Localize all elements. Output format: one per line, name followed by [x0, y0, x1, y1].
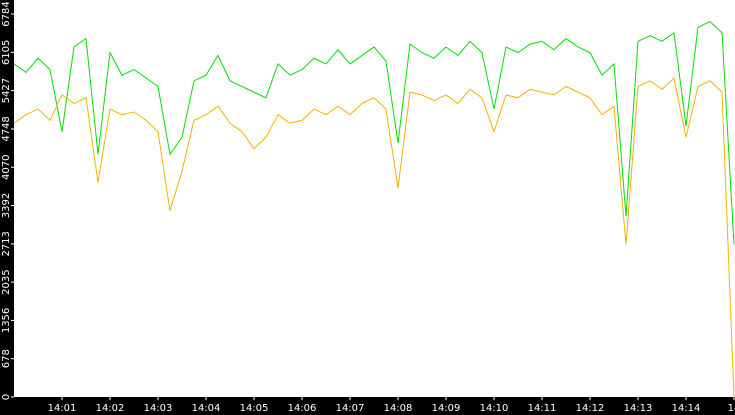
- x-tick-label: 14:05: [240, 403, 269, 414]
- y-tick-label: 5427: [1, 78, 12, 103]
- y-tick-label: 6784: [1, 1, 12, 26]
- x-tick-label: 14:02: [96, 403, 125, 414]
- x-tick-label: 14:03: [144, 403, 173, 414]
- y-tick-label: 4070: [1, 154, 12, 179]
- y-tick-label: 2035: [1, 269, 12, 294]
- x-tick-label: 14: [728, 403, 735, 414]
- series-line: [13, 20, 735, 245]
- x-tick-label: 14:12: [576, 403, 605, 414]
- series-line: [13, 77, 735, 398]
- x-tick-label: 14:11: [528, 403, 557, 414]
- x-axis-strip: [0, 397, 735, 415]
- y-tick-label: 4748: [1, 116, 12, 141]
- y-tick-label: 0: [1, 394, 12, 400]
- x-tick-label: 14:06: [288, 403, 317, 414]
- x-tick-label: 14:08: [384, 403, 413, 414]
- x-tick-label: 14:09: [432, 403, 461, 414]
- x-tick-label: 14:10: [480, 403, 509, 414]
- y-axis-strip: [0, 0, 14, 415]
- x-tick-label: 14:04: [192, 403, 221, 414]
- x-tick-label: 14:14: [672, 403, 701, 414]
- y-tick-label: 2713: [1, 231, 12, 256]
- y-tick-label: 3392: [1, 193, 12, 218]
- y-tick-label: 678: [1, 349, 12, 368]
- y-tick-label: 1356: [1, 308, 12, 333]
- x-tick-label: 14:13: [624, 403, 653, 414]
- x-tick-label: 14:07: [336, 403, 365, 414]
- y-tick-label: 6105: [1, 40, 12, 65]
- x-tick-label: 14:01: [48, 403, 77, 414]
